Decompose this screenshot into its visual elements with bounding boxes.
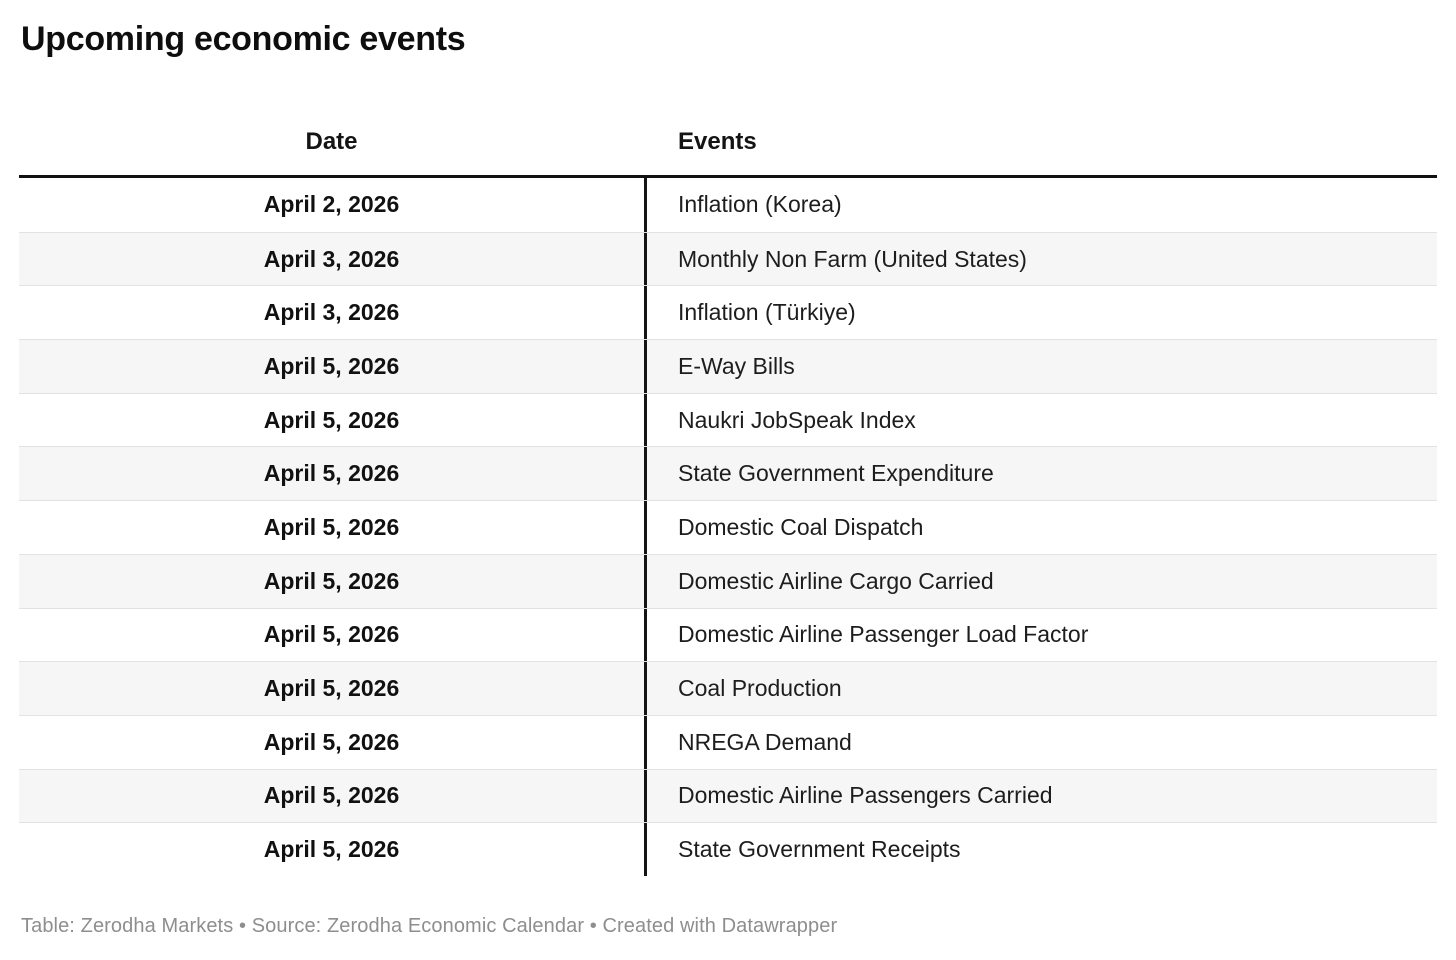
table-row: April 5, 2026 State Government Receipts bbox=[19, 822, 1437, 876]
date-cell: April 3, 2026 bbox=[263, 245, 400, 272]
table-body: April 2, 2026 Inflation (Korea) April 3,… bbox=[19, 178, 1437, 876]
date-cell: April 5, 2026 bbox=[263, 460, 400, 487]
table-row: April 5, 2026 Domestic Airline Passenger… bbox=[19, 768, 1437, 823]
column-header-events: Events bbox=[678, 127, 757, 155]
attribution-footer: Table: Zerodha Markets • Source: Zerodha… bbox=[21, 915, 838, 937]
event-cell: Inflation (Türkiye) bbox=[644, 286, 1437, 340]
table-header-row: Date Events bbox=[19, 120, 1437, 178]
column-header-date: Date bbox=[305, 127, 358, 155]
date-cell: April 5, 2026 bbox=[263, 728, 400, 755]
event-cell: Domestic Coal Dispatch bbox=[644, 501, 1437, 554]
event-cell: Domestic Airline Cargo Carried bbox=[644, 554, 1437, 608]
date-cell: April 3, 2026 bbox=[263, 299, 400, 326]
event-cell: State Government Expenditure bbox=[644, 447, 1437, 501]
date-cell: April 5, 2026 bbox=[263, 621, 400, 648]
event-cell: Domestic Airline Passenger Load Factor bbox=[644, 608, 1437, 662]
date-cell: April 5, 2026 bbox=[263, 352, 400, 379]
events-table: Date Events April 2, 2026 Inflation (Kor… bbox=[19, 120, 1437, 876]
table-row: April 5, 2026 NREGA Demand bbox=[19, 714, 1437, 769]
table-row: April 5, 2026 Naukri JobSpeak Index bbox=[19, 392, 1437, 447]
date-cell: April 5, 2026 bbox=[263, 675, 400, 702]
event-cell: NREGA Demand bbox=[644, 715, 1437, 769]
date-cell: April 5, 2026 bbox=[263, 782, 400, 809]
table-row: April 5, 2026 Domestic Airline Passenger… bbox=[19, 607, 1437, 662]
date-cell: April 5, 2026 bbox=[263, 567, 400, 594]
date-cell: April 5, 2026 bbox=[263, 836, 400, 863]
event-cell: Coal Production bbox=[644, 662, 1437, 715]
event-cell: Domestic Airline Passengers Carried bbox=[644, 769, 1437, 823]
event-cell: State Government Receipts bbox=[644, 823, 1437, 876]
table-row: April 3, 2026 Monthly Non Farm (United S… bbox=[19, 231, 1437, 286]
table-row: April 5, 2026 State Government Expenditu… bbox=[19, 446, 1437, 501]
table-row: April 5, 2026 Domestic Airline Cargo Car… bbox=[19, 553, 1437, 608]
date-cell: April 5, 2026 bbox=[263, 406, 400, 433]
table-row: April 3, 2026 Inflation (Türkiye) bbox=[19, 285, 1437, 340]
table-row: April 2, 2026 Inflation (Korea) bbox=[19, 178, 1437, 232]
page-title: Upcoming economic events bbox=[21, 20, 466, 58]
date-cell: April 2, 2026 bbox=[263, 191, 400, 218]
event-cell: Naukri JobSpeak Index bbox=[644, 393, 1437, 447]
table-row: April 5, 2026 E-Way Bills bbox=[19, 339, 1437, 393]
event-cell: Monthly Non Farm (United States) bbox=[644, 232, 1437, 286]
table-row: April 5, 2026 Domestic Coal Dispatch bbox=[19, 500, 1437, 554]
event-cell: E-Way Bills bbox=[644, 340, 1437, 393]
date-cell: April 5, 2026 bbox=[263, 513, 400, 540]
event-cell: Inflation (Korea) bbox=[644, 178, 1437, 232]
table-row: April 5, 2026 Coal Production bbox=[19, 661, 1437, 715]
